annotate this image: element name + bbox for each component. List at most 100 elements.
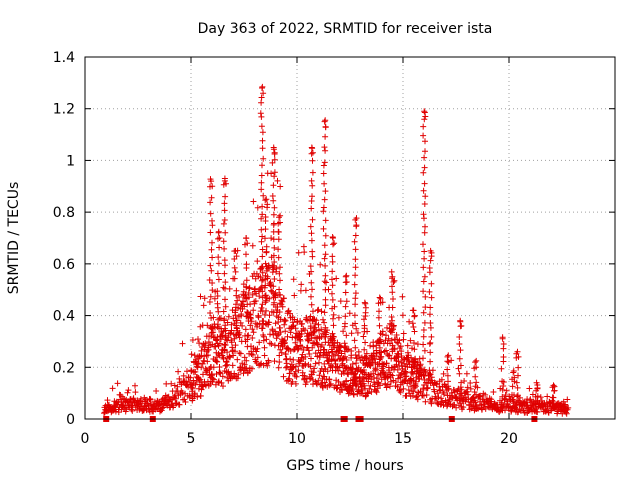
data-point [321,196,328,203]
data-point [333,275,340,282]
data-point [243,365,250,372]
data-point [209,287,216,294]
x-tick-label: 10 [288,431,306,447]
data-point [276,309,283,315]
data-point [302,327,308,334]
data-point [295,367,302,374]
data-point [444,372,451,379]
data-point [256,320,263,327]
data-point [207,324,214,330]
data-point [270,283,277,290]
data-point [214,334,221,340]
data-point [338,350,345,357]
data-point [208,246,215,253]
data-point [308,230,315,237]
data-point [258,265,265,272]
data-point [442,397,449,404]
data-point [320,162,327,169]
data-point [396,337,403,344]
data-point [259,211,266,218]
data-point [383,347,389,354]
data-point [421,248,428,255]
data-point [329,348,336,355]
data-point [420,132,427,139]
data-point [258,186,265,193]
data-point [322,123,329,130]
data-point [233,253,240,260]
data-point [422,398,429,405]
data-point [421,273,428,280]
data-point [420,288,427,295]
data-point [427,349,434,356]
data-point [137,396,144,402]
data-point [435,394,442,401]
data-point [171,382,178,389]
y-tick-label: 0.6 [53,257,75,273]
grid-lines [85,57,615,419]
data-point [426,288,433,295]
data-point [318,308,325,315]
data-point [313,326,319,333]
data-point [221,257,228,264]
data-point [308,150,315,157]
data-point [237,350,244,357]
data-point [420,355,426,362]
data-point [316,359,322,366]
data-point [321,242,328,249]
x-tick-label: 5 [187,431,196,447]
data-point [296,358,303,365]
data-point [277,277,283,284]
data-point [275,292,281,299]
data-point [303,379,310,385]
y-tick-label: 0.2 [53,360,75,376]
data-point [403,373,410,380]
y-tick-label: 0.8 [53,205,75,221]
data-point [238,311,245,318]
data-point [398,371,405,378]
data-point [315,306,322,313]
data-point [243,277,250,284]
data-point [232,247,239,254]
data-point [308,177,315,184]
data-point [233,287,240,294]
data-point [372,366,379,373]
data-point [456,355,463,362]
data-point [456,334,463,340]
data-point [421,319,428,326]
y-tick-label: 1 [66,153,75,169]
data-point [351,337,358,344]
data-point [207,199,214,206]
data-point [285,307,292,314]
data-point [259,294,266,301]
data-point [221,217,228,223]
data-point [265,359,272,366]
data-point [271,244,278,251]
data-point [179,389,186,396]
data-point [216,369,223,376]
data-point [313,317,320,324]
data-point [376,344,383,351]
data-point [266,312,273,319]
data-point [308,355,314,362]
data-point [420,392,427,399]
data-point [514,393,520,400]
data-point [352,295,359,302]
data-point [222,342,229,349]
data-point [242,291,249,298]
data-point [213,337,220,344]
data-point [261,352,268,359]
data-point [323,279,330,286]
data-point [426,265,433,271]
data-point [202,340,209,347]
data-point [342,313,349,320]
data-point [267,331,273,338]
data-point [533,379,540,386]
data-point [275,229,282,235]
data-point [259,129,266,136]
data-point [509,396,516,403]
data-point [361,299,368,306]
data-point [298,330,305,337]
data-point [269,159,276,166]
data-point [275,254,282,261]
